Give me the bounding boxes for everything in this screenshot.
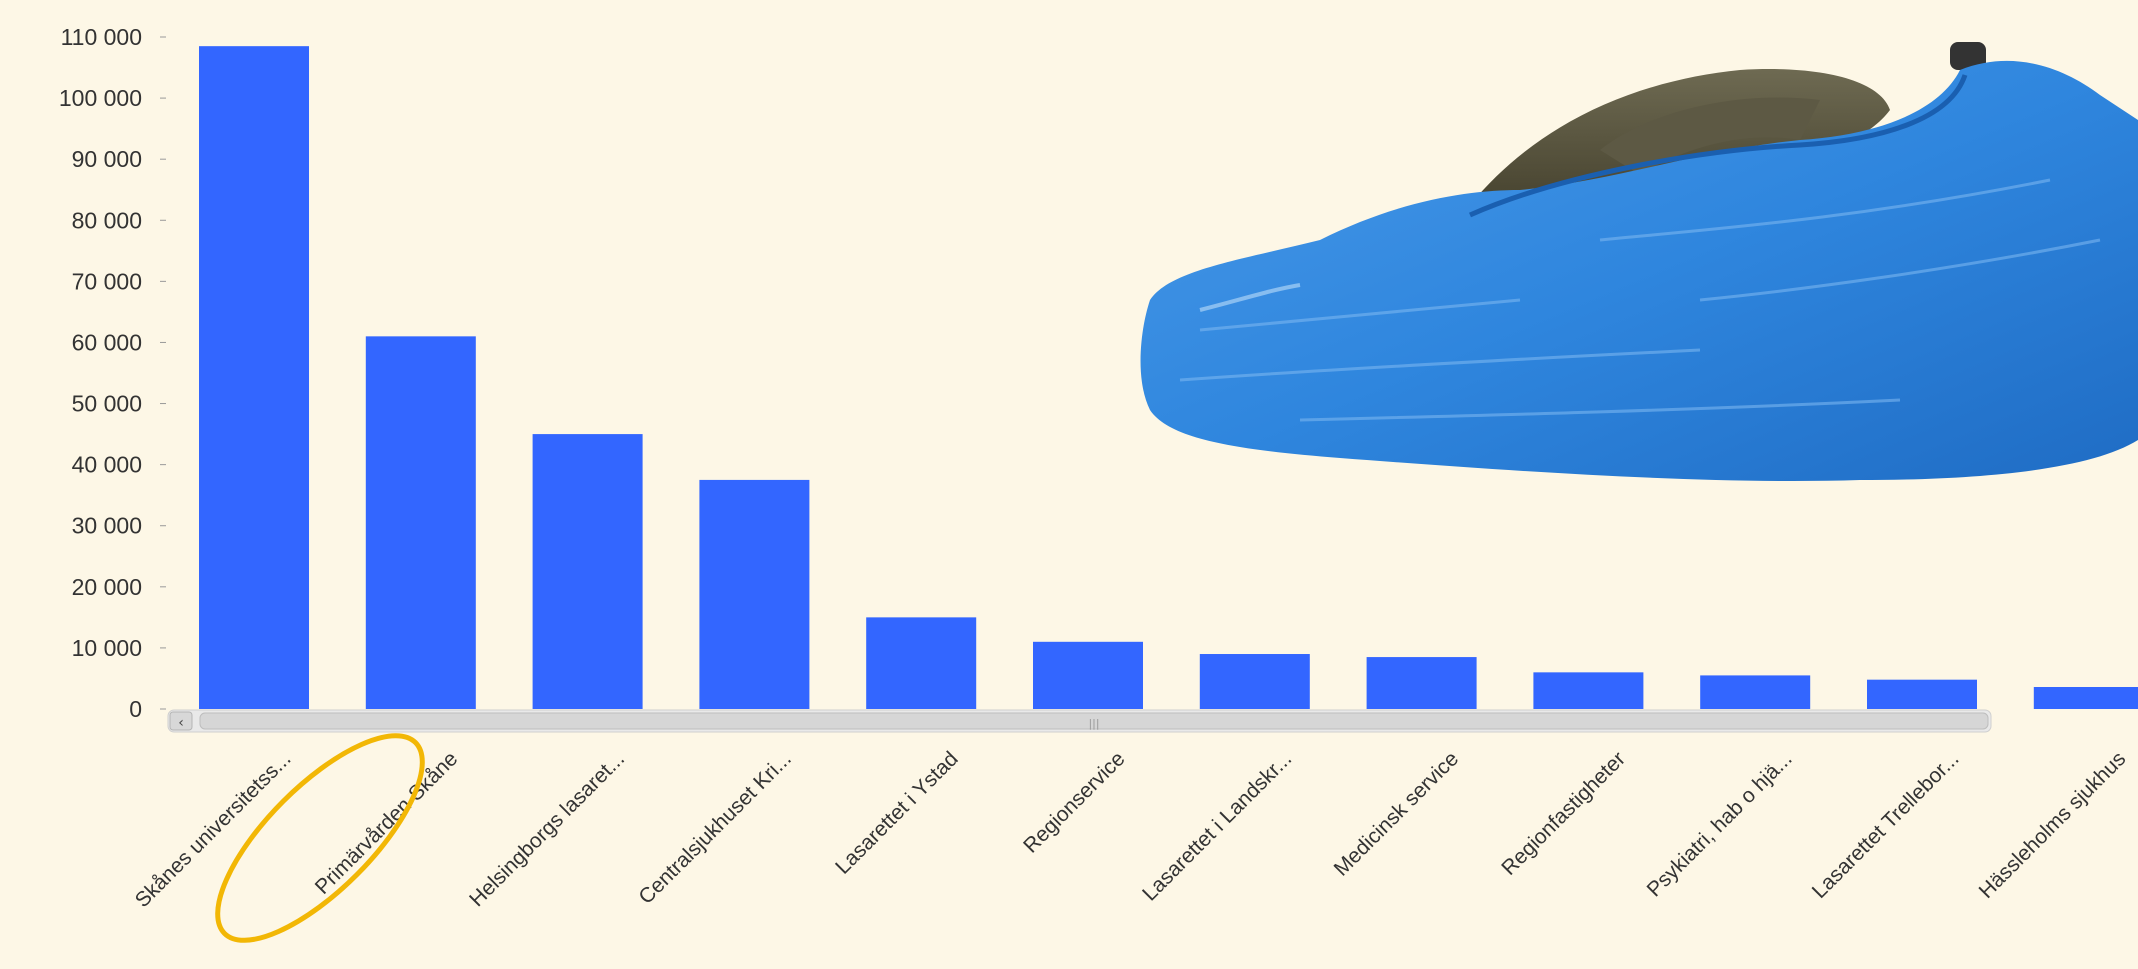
bar[interactable] — [699, 479, 810, 709]
y-tick-label: 30 000 — [72, 513, 142, 539]
x-tick-label: Lasarettet i Ystad — [831, 747, 963, 879]
x-tick-label: Regionfastigheter — [1497, 747, 1630, 880]
x-tick-label: Skånes universitetss... — [131, 747, 296, 912]
scroll-grip-icon: ||| — [1088, 717, 1099, 730]
shoe-cover-image — [1140, 42, 2138, 481]
x-tick-label: Centralsjukhuset Kri... — [634, 747, 796, 909]
x-tick-label: Helsingborgs lasaret... — [465, 747, 629, 911]
bar[interactable] — [1867, 679, 1977, 709]
bar[interactable] — [532, 434, 643, 709]
x-tick-label: Hässleholms sjukhus — [1975, 747, 2131, 903]
bar[interactable] — [1700, 675, 1811, 709]
chevron-left-icon: ‹ — [178, 715, 184, 731]
y-tick-label: 10 000 — [72, 635, 142, 661]
y-tick-label: 50 000 — [72, 391, 142, 417]
y-tick-label: 40 000 — [72, 452, 142, 478]
scroll-thumb[interactable] — [199, 712, 1989, 730]
highlight-ellipse — [215, 733, 425, 943]
x-tick-label: Lasarettet i Landskr... — [1138, 747, 1296, 905]
y-axis: 110 000 100 000 90 000 80 000 70 000 60 000 50… — [59, 24, 166, 722]
y-tick-label: 100 000 — [59, 85, 142, 111]
y-tick-label: 80 000 — [72, 207, 142, 233]
bar[interactable] — [1033, 641, 1143, 709]
x-tick-label: Medicinsk service — [1330, 747, 1463, 880]
y-tick-label: 60 000 — [72, 329, 142, 355]
y-tick-label: 70 000 — [72, 268, 142, 294]
x-tick-label: Regionservice — [1019, 747, 1129, 857]
horizontal-scrollbar[interactable]: ‹ ||| — [167, 709, 1992, 733]
x-axis-labels: Skånes universitetss... Primärvården Skån… — [131, 747, 2131, 912]
y-tick-label: 20 000 — [72, 574, 142, 600]
bar[interactable] — [1199, 654, 1310, 709]
bar[interactable] — [2033, 687, 2138, 709]
scroll-left-button[interactable] — [169, 711, 193, 731]
y-tick-label: 0 — [129, 696, 142, 722]
bar[interactable] — [365, 336, 476, 709]
x-tick-label: Psykiatri, hab o hjä... — [1643, 747, 1797, 901]
bar[interactable] — [1533, 672, 1644, 709]
bar[interactable] — [199, 46, 309, 709]
bar[interactable] — [866, 617, 977, 709]
bar[interactable] — [1366, 657, 1477, 709]
y-tick-label: 110 000 — [61, 24, 142, 50]
bars — [199, 46, 2138, 709]
x-tick-label: Primärvården Skåne — [311, 747, 463, 899]
y-tick-label: 90 000 — [72, 146, 142, 172]
x-tick-label: Lasarettet Trellebor... — [1808, 747, 1964, 903]
